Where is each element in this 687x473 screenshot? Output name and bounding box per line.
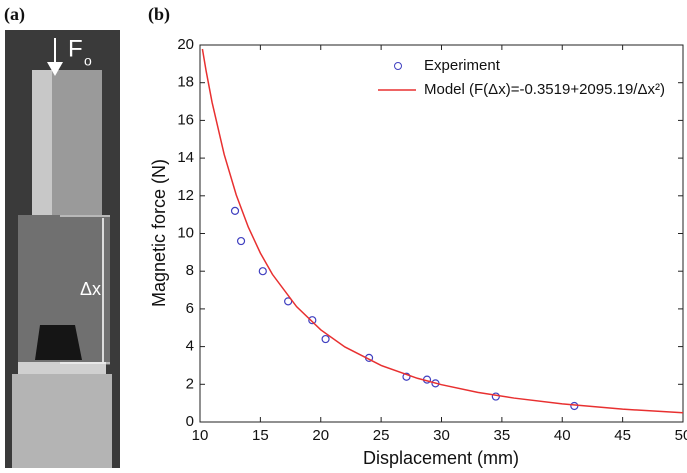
data-point: [570, 401, 579, 411]
force-label: F: [68, 35, 83, 62]
x-tick-label: 40: [554, 427, 571, 444]
data-point: [402, 372, 411, 381]
y-tick-label: 18: [177, 74, 194, 91]
y-tick-label: 10: [177, 224, 194, 241]
x-tick-label: 35: [494, 427, 511, 444]
data-point: [321, 334, 330, 344]
panel-label: (a): [4, 4, 25, 25]
x-tick-label: 15: [252, 427, 269, 444]
plot-frame: [199, 44, 684, 423]
x-tick-label: 45: [614, 427, 631, 444]
force-subscript: o: [84, 53, 92, 69]
y-tick-label: 12: [177, 187, 194, 204]
data-point: [491, 392, 500, 401]
highlight: [32, 70, 52, 215]
y-tick-label: 8: [186, 262, 194, 279]
gap-label: Δx: [80, 279, 101, 299]
y-tick-label: 2: [186, 375, 194, 392]
x-tick-label: 25: [373, 427, 390, 444]
y-axis-label: Magnetic force (N): [149, 159, 169, 307]
ring: [18, 362, 106, 374]
y-tick-label: 0: [186, 413, 194, 430]
lower-magnet: [35, 325, 82, 360]
y-tick-label: 14: [177, 149, 194, 166]
y-tick-label: 4: [186, 338, 194, 355]
panel-label: (b): [148, 4, 170, 25]
base-block: [12, 374, 112, 468]
y-tick-label: 16: [177, 111, 194, 128]
data-point: [284, 297, 293, 306]
data-point: [258, 267, 267, 276]
legend-label: Experiment: [424, 57, 501, 74]
y-tick-label: 20: [177, 36, 194, 53]
model-line: [201, 48, 684, 414]
x-axis-label: Displacement (mm): [363, 448, 519, 468]
x-tick-label: 30: [433, 427, 450, 444]
data-point: [308, 316, 317, 325]
force-arrowhead: [47, 62, 63, 76]
data-point: [236, 236, 246, 246]
y-tick-label: 6: [186, 300, 194, 317]
legend-marker: [394, 62, 402, 70]
x-tick-label: 10: [192, 427, 209, 444]
photo-panel: F o Δx (a): [4, 4, 120, 468]
x-tick-label: 50: [675, 427, 687, 444]
x-tick-label: 20: [312, 427, 329, 444]
legend-label: Model (F(Δx)=-0.3519+2095.19/Δx²): [424, 81, 665, 98]
data-point: [230, 206, 240, 215]
